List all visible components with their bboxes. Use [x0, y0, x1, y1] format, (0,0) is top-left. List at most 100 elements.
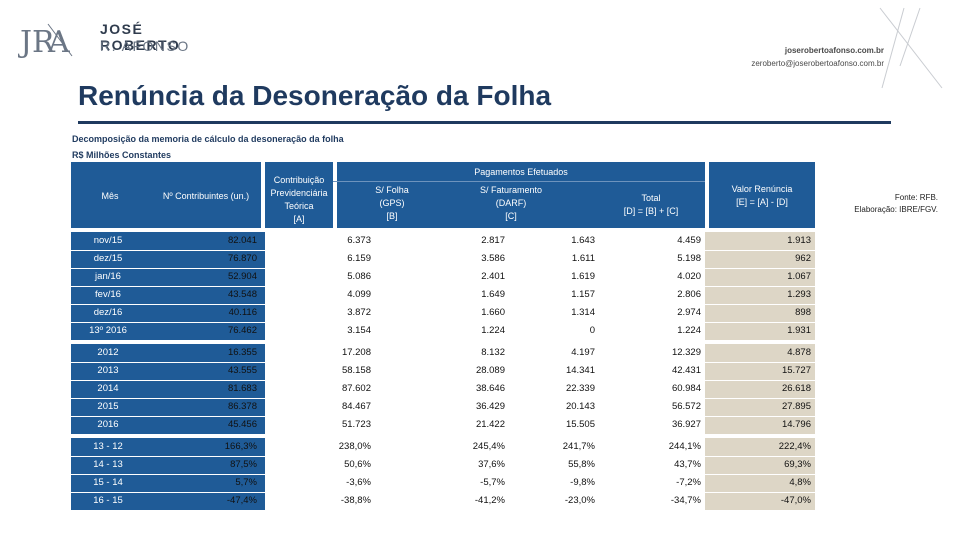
- row-separator: [71, 474, 815, 475]
- row-separator: [71, 380, 815, 381]
- cell-mes: nov/15: [93, 235, 123, 246]
- cell-mes: 15 - 14: [93, 477, 123, 488]
- header-contribuintes: Nº Contribuintes (un.): [162, 191, 250, 201]
- cell-gps: 1.660: [481, 307, 505, 318]
- source-line: Fonte: RFB.: [894, 193, 938, 202]
- cell-renuncia: 4,8%: [789, 477, 811, 488]
- header-gps: S/ Folha (GPS) [B]: [337, 184, 447, 223]
- header-mes: Mês: [101, 191, 119, 201]
- table-row: 2013 43.555 58.158 28.089 14.341 42.431 15.727: [71, 362, 815, 380]
- cell-mes: dez/15: [93, 253, 123, 264]
- cell-darf: 14.341: [565, 365, 595, 376]
- cell-contribuicao: 17.208: [341, 347, 371, 358]
- cell-contribuintes: 40.116: [228, 307, 257, 318]
- cell-darf: 4.197: [571, 347, 595, 358]
- cell-darf: 1.314: [571, 307, 595, 318]
- cell-mes: 2013: [97, 365, 119, 376]
- cell-contribuintes: 45.456: [227, 419, 257, 430]
- column-divider: [261, 344, 265, 434]
- header-group-line: [333, 181, 705, 182]
- cell-renuncia: 222,4%: [778, 441, 811, 452]
- header-gps-l3: [B]: [386, 211, 398, 221]
- cell-gps: -5,7%: [480, 477, 505, 488]
- cell-total: 12.329: [671, 347, 701, 358]
- header-gps-l1: S/ Folha: [375, 185, 409, 195]
- row-separator: [71, 322, 815, 323]
- header-darf-l3: [C]: [505, 211, 517, 221]
- cell-contribuicao: 87.602: [341, 383, 371, 394]
- source-note: Fonte: RFB. Elaboração: IBRE/FGV.: [854, 192, 938, 216]
- cell-contribuintes: 87,5%: [230, 459, 257, 470]
- cell-contribuicao: 6.159: [347, 253, 371, 264]
- cell-darf: 22.339: [565, 383, 595, 394]
- table-unit-caption: R$ Milhões Constantes: [72, 150, 172, 160]
- header-renuncia-l2: [E] = [A] - [D]: [736, 197, 788, 207]
- table-row: 13º 2016 76.462 3.154 1.224 0 1.224 1.931: [71, 322, 815, 340]
- cell-renuncia: 4.878: [787, 347, 811, 358]
- cell-total: 4.459: [677, 235, 701, 246]
- header-divider: [261, 162, 265, 228]
- cell-gps: 3.586: [481, 253, 505, 264]
- cell-darf: 1.157: [571, 289, 595, 300]
- cell-darf: 55,8%: [568, 459, 595, 470]
- cell-contribuintes: 166,3%: [224, 441, 257, 452]
- cell-mes: 2015: [97, 401, 119, 412]
- cell-renuncia: -47,0%: [780, 495, 811, 506]
- cell-total: 43,7%: [674, 459, 701, 470]
- row-separator: [71, 286, 815, 287]
- header-contribuicao-l1: Contribuição: [273, 175, 325, 185]
- contact-site[interactable]: joserobertoafonso.com.br: [784, 46, 884, 55]
- cell-contribuintes: 16.355: [227, 347, 257, 358]
- table-row: 2012 16.355 17.208 8.132 4.197 12.329 4.878: [71, 344, 815, 362]
- contact-email[interactable]: zeroberto@joserobertoafonso.com.br: [751, 59, 884, 68]
- header-divider: [705, 162, 709, 228]
- header-total-l2: [D] = [B] + [C]: [623, 206, 679, 216]
- table-caption: Decomposição da memoria de cálculo da de…: [72, 134, 344, 144]
- cell-gps: 8.132: [481, 347, 505, 358]
- row-separator: [71, 416, 815, 417]
- header-darf-l1: S/ Faturamento: [479, 185, 543, 195]
- brand-name-line2: R. AFONSO: [100, 38, 190, 54]
- cell-renuncia: 27.895: [781, 401, 811, 412]
- cell-mes: 16 - 15: [93, 495, 123, 506]
- cell-gps: 1.224: [481, 325, 505, 336]
- table-row: nov/15 82.041 6.373 2.817 1.643 4.459 1.913: [71, 232, 815, 250]
- cell-darf: 15.505: [565, 419, 595, 430]
- cell-contribuintes: 81.683: [227, 383, 257, 394]
- cell-contribuicao: 50,6%: [344, 459, 371, 470]
- cell-mes: dez/16: [93, 307, 123, 318]
- cell-contribuicao: 84.467: [341, 401, 371, 412]
- cell-renuncia: 26.618: [781, 383, 811, 394]
- cell-contribuintes: 43.548: [227, 289, 257, 300]
- header-darf: S/ Faturamento (DARF) [C]: [451, 184, 571, 223]
- cell-mes: fev/16: [95, 289, 121, 300]
- brand-name-line1: JOSÉ ROBERTO: [100, 21, 181, 53]
- cell-contribuintes: -47,4%: [226, 495, 257, 506]
- cell-renuncia: 1.293: [787, 289, 811, 300]
- cell-mes: 2012: [97, 347, 119, 358]
- cell-contribuicao: 6.373: [347, 235, 371, 246]
- cell-contribuintes: 52.904: [227, 271, 257, 282]
- row-separator: [71, 268, 815, 269]
- cell-gps: 38.646: [475, 383, 505, 394]
- cell-mes: 13º 2016: [89, 325, 127, 336]
- header-renuncia: Valor Renúncia [E] = [A] - [D]: [709, 183, 815, 209]
- header-contribuicao: Contribuição Previdenciária Teórica [A]: [265, 174, 333, 226]
- cell-renuncia: 14.796: [781, 419, 811, 430]
- cell-contribuicao: 3.154: [347, 325, 371, 336]
- cell-darf: 20.143: [565, 401, 595, 412]
- table-row: 16 - 15 -47,4% -38,8% -41,2% -23,0% -34,7% -47…: [71, 492, 815, 510]
- header-pagamentos: Pagamentos Efetuados: [474, 167, 568, 177]
- cell-total: 2.806: [677, 289, 701, 300]
- header-divider: [333, 162, 337, 228]
- header-total: Total [D] = [B] + [C]: [601, 192, 701, 218]
- cell-total: -34,7%: [670, 495, 701, 506]
- contact-info: joserobertoafonso.com.br zeroberto@joser…: [751, 44, 884, 70]
- cell-total: 42.431: [671, 365, 701, 376]
- cell-total: 5.198: [677, 253, 701, 264]
- cell-contribuintes: 82.041: [227, 235, 257, 246]
- cell-gps: 37,6%: [478, 459, 505, 470]
- table-row: 13 - 12 166,3% 238,0% 245,4% 241,7% 244,1% 222…: [71, 438, 815, 456]
- table-row: 15 - 14 5,7% -3,6% -5,7% -9,8% -7,2% 4,8%: [71, 474, 815, 492]
- cell-contribuintes: 76.462: [227, 325, 257, 336]
